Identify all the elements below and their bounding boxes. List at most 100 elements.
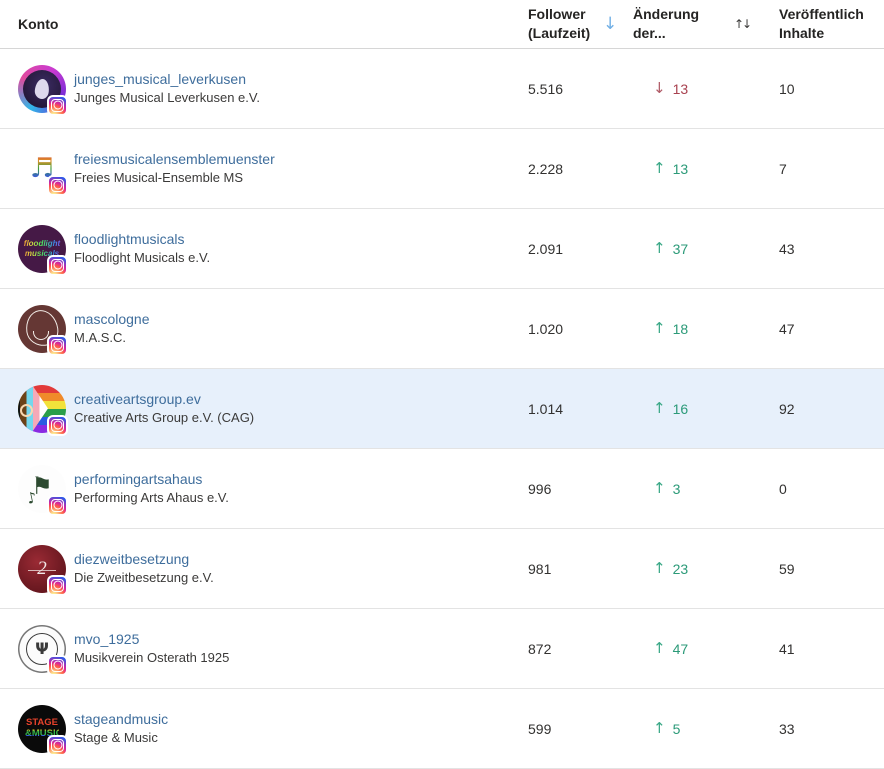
posts-value: 0 — [779, 480, 787, 497]
account-display-name: Die Zweitbesetzung e.V. — [74, 570, 214, 585]
change-value: 13 — [672, 80, 689, 97]
change-value: 47 — [672, 640, 689, 657]
account-names: creativeartsgroup.ev Creative Arts Group… — [74, 390, 254, 427]
change-arrow-icon: ↑ — [653, 319, 666, 337]
account-names: floodlightmusicals Floodlight Musicals e… — [74, 230, 210, 267]
change-arrow-icon: ↑ — [653, 719, 666, 737]
table-header: Konto Follower (Laufzeit) ↓ Änderung der… — [0, 0, 884, 49]
column-header-veroeffentlicht[interactable]: Veröffentlich Inhalte — [779, 5, 884, 43]
account-username[interactable]: junges_musical_leverkusen — [74, 71, 246, 87]
account-cell: performingartsahaus Performing Arts Ahau… — [18, 464, 528, 516]
account-display-name: Freies Musical-Ensemble MS — [74, 170, 244, 185]
change-cell: ↑ 3 — [633, 481, 779, 497]
account-avatar: 2 — [18, 544, 68, 596]
posts-value: 92 — [779, 400, 795, 417]
followers-value: 1.020 — [528, 320, 564, 337]
instagram-icon — [47, 254, 68, 276]
account-names: diezweitbesetzung Die Zweitbesetzung e.V… — [74, 550, 214, 587]
table-row[interactable]: performingartsahaus Performing Arts Ahau… — [0, 449, 884, 529]
account-username[interactable]: freiesmusicalensemblemuenster — [74, 151, 275, 167]
posts-value: 47 — [779, 320, 795, 337]
account-names: mascologne M.A.S.C. — [74, 310, 150, 347]
table-row[interactable]: junges_musical_leverkusen Junges Musical… — [0, 49, 884, 129]
change-cell: ↑ 5 — [633, 721, 779, 737]
table-row[interactable]: mvo_1925 Musikverein Osterath 1925 872 ↑… — [0, 609, 884, 689]
account-username[interactable]: floodlightmusicals — [74, 231, 185, 247]
account-avatar: floodlight musicals — [18, 224, 68, 276]
followers-value: 872 — [528, 640, 552, 657]
followers-value: 5.516 — [528, 80, 564, 97]
column-header-follower[interactable]: Follower (Laufzeit) ↓ — [528, 5, 633, 43]
table-row[interactable]: STAGE &MUSIC stageandmusic Stage & Music… — [0, 689, 884, 769]
posts-value: 33 — [779, 720, 795, 737]
avatar-text: floodlight musicals — [18, 239, 66, 257]
instagram-icon — [47, 654, 68, 676]
followers-value: 2.228 — [528, 160, 564, 177]
change-arrow-icon: ↑ — [653, 239, 666, 257]
column-header-konto[interactable]: Konto — [18, 15, 528, 34]
account-names: mvo_1925 Musikverein Osterath 1925 — [74, 630, 229, 667]
table-row[interactable]: mascologne M.A.S.C. 1.020 ↑ 18 47 — [0, 289, 884, 369]
change-cell: ↑ 18 — [633, 321, 779, 337]
account-cell: STAGE &MUSIC stageandmusic Stage & Music — [18, 704, 528, 756]
account-avatar — [18, 304, 68, 356]
posts-value: 10 — [779, 80, 795, 97]
posts-value: 43 — [779, 240, 795, 257]
column-header-aenderung[interactable]: Änderung der... ↑↓ — [633, 5, 779, 43]
account-avatar — [18, 64, 68, 116]
change-value: 3 — [672, 480, 681, 497]
table-row[interactable]: creativeartsgroup.ev Creative Arts Group… — [0, 369, 884, 449]
posts-value: 7 — [779, 160, 787, 177]
change-cell: ↓ 13 — [633, 81, 779, 97]
instagram-icon — [47, 414, 68, 436]
account-username[interactable]: stageandmusic — [74, 711, 169, 727]
change-value: 5 — [672, 720, 681, 737]
change-arrow-icon: ↑ — [653, 559, 666, 577]
account-avatar — [18, 624, 68, 676]
account-cell: freiesmusicalensemblemuenster Freies Mus… — [18, 144, 528, 196]
change-arrow-icon: ↑ — [653, 639, 666, 657]
change-cell: ↑ 16 — [633, 401, 779, 417]
account-cell: floodlight musicals floodlightmusicals F… — [18, 224, 528, 276]
account-names: performingartsahaus Performing Arts Ahau… — [74, 470, 229, 507]
followers-value: 2.091 — [528, 240, 564, 257]
change-cell: ↑ 13 — [633, 161, 779, 177]
account-username[interactable]: mvo_1925 — [74, 631, 140, 647]
account-display-name: Stage & Music — [74, 730, 158, 745]
account-avatar — [18, 464, 68, 516]
followers-value: 996 — [528, 480, 552, 497]
account-avatar-art — [18, 64, 66, 113]
change-cell: ↑ 37 — [633, 241, 779, 257]
account-display-name: Junges Musical Leverkusen e.V. — [74, 90, 260, 105]
account-display-name: M.A.S.C. — [74, 330, 127, 345]
account-names: junges_musical_leverkusen Junges Musical… — [74, 70, 260, 107]
account-cell: mvo_1925 Musikverein Osterath 1925 — [18, 624, 528, 676]
table-row[interactable]: freiesmusicalensemblemuenster Freies Mus… — [0, 129, 884, 209]
account-username[interactable]: diezweitbesetzung — [74, 551, 190, 567]
account-username[interactable]: mascologne — [74, 311, 150, 327]
sort-descending-icon[interactable]: ↓ — [603, 13, 618, 34]
instagram-icon — [47, 334, 68, 356]
account-cell: junges_musical_leverkusen Junges Musical… — [18, 64, 528, 116]
account-cell: 2 diezweitbesetzung Die Zweitbesetzung e… — [18, 544, 528, 596]
account-username[interactable]: performingartsahaus — [74, 471, 203, 487]
account-avatar — [18, 144, 68, 196]
column-header-veroeffentlicht-label: Veröffentlich Inhalte — [779, 6, 864, 41]
account-avatar: STAGE &MUSIC — [18, 704, 68, 756]
avatar-text: STAGE &MUSIC — [25, 716, 63, 739]
posts-value: 41 — [779, 640, 795, 657]
change-cell: ↑ 23 — [633, 561, 779, 577]
followers-value: 1.014 — [528, 400, 564, 417]
sort-unsorted-icon[interactable]: ↑↓ — [734, 16, 752, 31]
account-display-name: Musikverein Osterath 1925 — [74, 650, 230, 665]
account-display-name: Floodlight Musicals e.V. — [74, 250, 211, 265]
instagram-icon — [47, 94, 68, 116]
table-body: junges_musical_leverkusen Junges Musical… — [0, 49, 884, 769]
table-row[interactable]: floodlight musicals floodlightmusicals F… — [0, 209, 884, 289]
account-username[interactable]: creativeartsgroup.ev — [74, 391, 201, 407]
account-display-name: Creative Arts Group e.V. (CAG) — [74, 410, 255, 425]
followers-value: 981 — [528, 560, 552, 577]
change-arrow-icon: ↑ — [653, 159, 666, 177]
table-row[interactable]: 2 diezweitbesetzung Die Zweitbesetzung e… — [0, 529, 884, 609]
change-value: 37 — [672, 240, 689, 257]
